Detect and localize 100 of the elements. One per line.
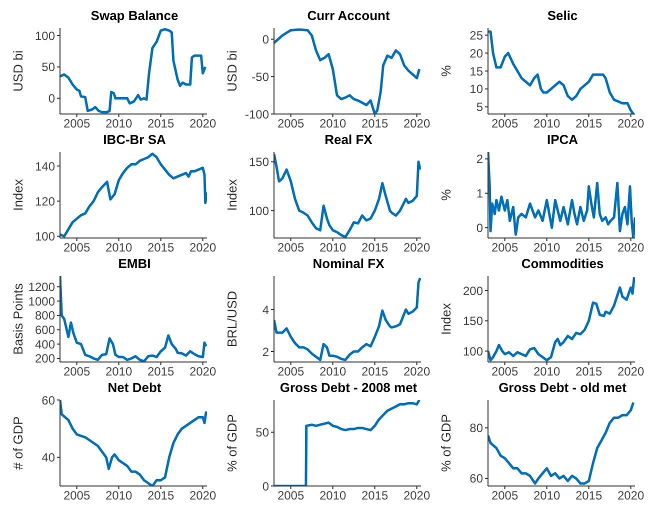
- x-tick-label: 2010: [319, 488, 346, 503]
- line-series: [60, 276, 207, 362]
- x-tick-label: 2020: [403, 488, 430, 503]
- chart-title: Curr Account: [306, 8, 391, 24]
- y-tick-label: 800: [34, 308, 56, 323]
- y-axis-title: %: [438, 188, 454, 201]
- x-tick-label: 2010: [319, 116, 346, 131]
- x-tick-label: 2010: [533, 240, 560, 255]
- x-tick-label: 2020: [403, 364, 430, 379]
- x-tick-label: 2010: [533, 364, 560, 379]
- y-tick-label: 600: [34, 323, 56, 338]
- chart-title: Net Debt: [108, 380, 162, 395]
- x-tick-label: 2015: [575, 116, 602, 131]
- x-tick-label: 2010: [105, 240, 132, 255]
- x-tick-label: 2015: [361, 488, 388, 503]
- y-axis-title: Index: [10, 178, 26, 211]
- x-tick-label: 2015: [147, 116, 174, 131]
- x-tick-label: 2010: [533, 116, 560, 131]
- y-axis-title: % of GDP: [224, 414, 240, 472]
- x-tick-label: 2010: [105, 488, 132, 503]
- y-tick-label: 100: [462, 344, 484, 358]
- y-tick-label: 40: [42, 450, 56, 465]
- y-axis-title: BRL/USD: [224, 290, 240, 348]
- y-tick-label: 2: [262, 344, 270, 359]
- x-tick-label: 2020: [189, 364, 216, 379]
- y-axis-title: Basis Points: [10, 282, 26, 355]
- x-tick-label: 2015: [147, 240, 174, 255]
- y-tick-label: 60: [42, 393, 56, 408]
- x-tick-label: 2005: [63, 240, 90, 255]
- x-tick-label: 2020: [617, 364, 644, 379]
- line-series: [274, 276, 421, 362]
- x-tick-label: 2005: [491, 488, 518, 503]
- x-tick-label: 2005: [63, 488, 90, 503]
- y-tick-label: 1000: [28, 294, 56, 308]
- y-tick-label: 100: [248, 204, 270, 218]
- y-tick-label: 0: [262, 32, 270, 46]
- chart-title: Gross Debt - old met: [498, 380, 628, 396]
- y-tick-label: -50: [252, 70, 270, 84]
- line-series: [60, 152, 207, 238]
- y-tick-label: 0: [48, 92, 56, 106]
- y-tick-label: 120: [34, 194, 56, 208]
- x-tick-label: 2015: [361, 116, 388, 131]
- chart-title: EMBI: [117, 256, 152, 272]
- y-tick-label: 50: [42, 60, 56, 74]
- x-tick-label: 2020: [617, 116, 644, 131]
- chart-title: Real FX: [324, 132, 374, 148]
- x-tick-label: 2015: [575, 240, 602, 255]
- chart-title: Swap Balance: [90, 8, 180, 24]
- y-axis-title: %: [438, 64, 454, 77]
- y-axis-title: USD bi: [10, 50, 26, 92]
- x-tick-label: 2020: [189, 240, 216, 255]
- x-tick-label: 2010: [319, 240, 346, 255]
- x-tick-label: 2005: [491, 240, 518, 255]
- line-series: [274, 400, 421, 486]
- x-tick-label: 2005: [63, 116, 90, 131]
- x-tick-label: 2015: [575, 364, 602, 379]
- x-tick-label: 2010: [319, 364, 346, 379]
- line-series: [60, 400, 207, 486]
- line-series: [488, 30, 635, 114]
- x-tick-label: 2020: [617, 240, 644, 255]
- x-tick-label: 2010: [105, 364, 132, 379]
- x-tick-label: 2005: [277, 116, 304, 131]
- x-tick-label: 2005: [63, 364, 90, 379]
- x-tick-label: 2005: [277, 240, 304, 255]
- x-tick-label: 2015: [361, 364, 388, 379]
- x-tick-label: 2015: [147, 488, 174, 503]
- x-tick-label: 2020: [189, 116, 216, 131]
- y-tick-label: -100: [244, 107, 270, 122]
- x-tick-label: 2010: [105, 116, 132, 131]
- line-series: [488, 276, 635, 362]
- chart-title: IBC-Br SA: [102, 132, 167, 148]
- x-tick-label: 2020: [617, 488, 644, 503]
- chart-title: Selic: [546, 8, 579, 24]
- y-tick-label: 80: [470, 421, 484, 436]
- x-tick-label: 2005: [277, 364, 304, 379]
- line-series: [488, 152, 635, 238]
- y-tick-label: 150: [248, 155, 270, 170]
- line-series: [274, 152, 421, 238]
- x-tick-label: 2015: [361, 240, 388, 255]
- y-tick-label: 100: [34, 230, 56, 244]
- y-tick-label: 100: [34, 28, 56, 43]
- y-tick-label: 50: [256, 426, 270, 440]
- x-tick-label: 2020: [403, 240, 430, 255]
- y-tick-label: 25: [470, 28, 484, 42]
- y-tick-label: 200: [462, 284, 484, 298]
- line-series: [488, 401, 635, 485]
- chart-title: Gross Debt - 2008 met: [278, 380, 418, 396]
- line-series: [60, 28, 207, 114]
- y-tick-label: 140: [34, 159, 56, 174]
- y-tick-label: 15: [470, 64, 484, 78]
- y-axis-title: # of GDP: [10, 416, 26, 470]
- chart-title: Commodities: [520, 256, 605, 272]
- y-tick-label: 0: [262, 479, 270, 494]
- x-tick-label: 2015: [575, 488, 602, 503]
- y-tick-label: 4: [262, 302, 270, 317]
- x-tick-label: 2005: [277, 488, 304, 503]
- y-tick-label: 2: [476, 152, 484, 166]
- line-series: [274, 28, 421, 114]
- chart-title: IPCA: [546, 132, 580, 148]
- y-tick-label: 10: [470, 82, 484, 96]
